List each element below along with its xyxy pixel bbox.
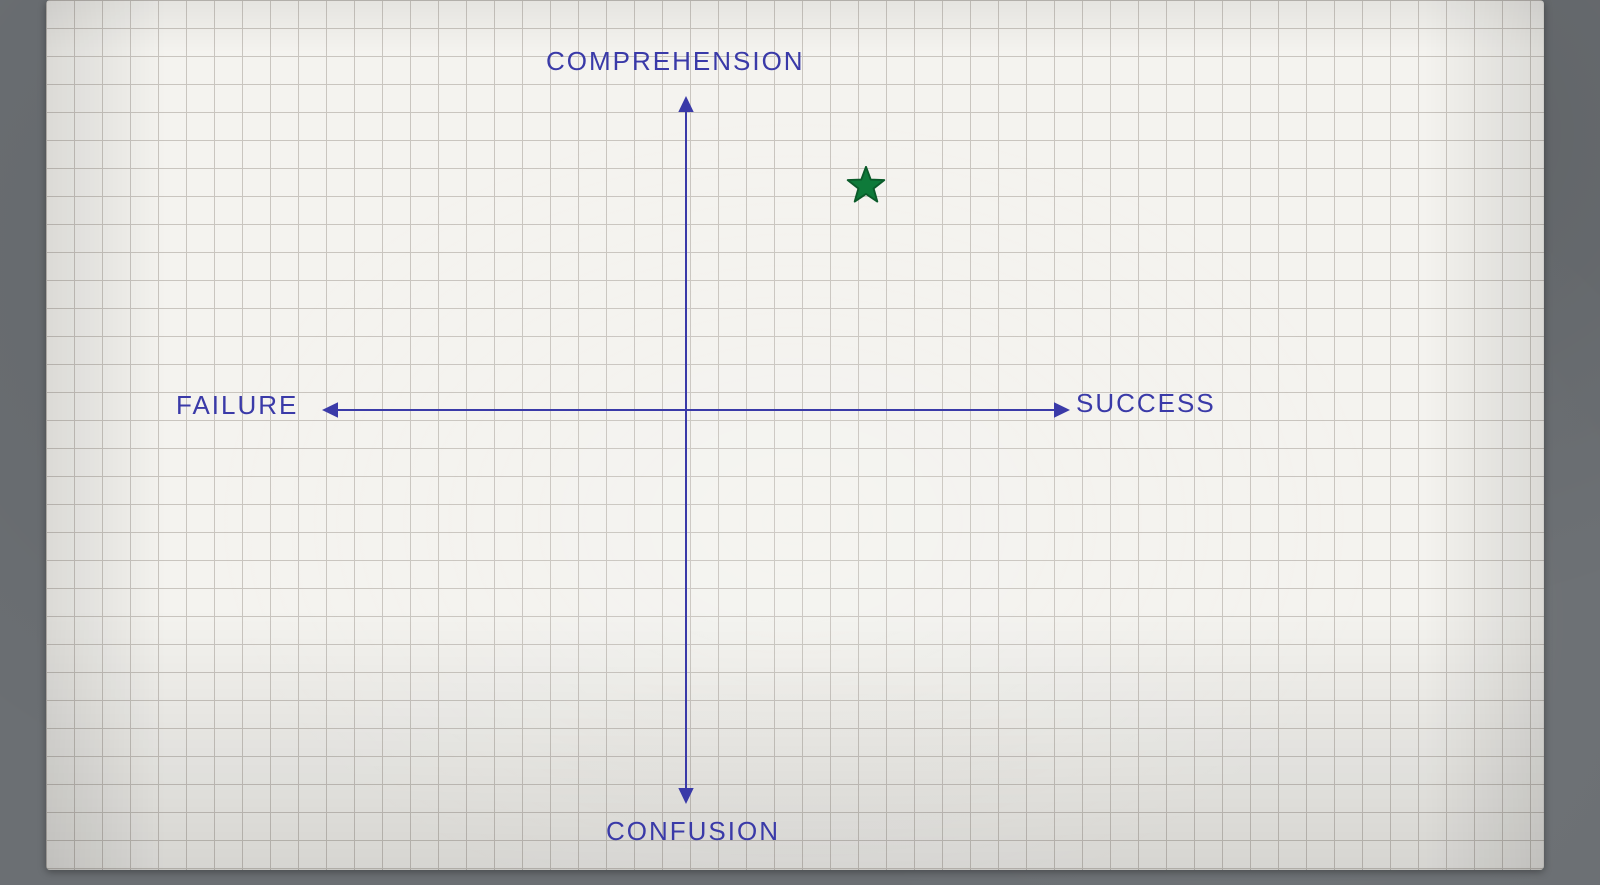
graph-paper: COMPREHENSION CONFUSION FAILURE SUCCESS [46,0,1544,870]
quadrant-axes [46,0,1544,870]
star-marker [846,166,886,206]
axis-label-top: COMPREHENSION [546,46,805,77]
axis-label-right: SUCCESS [1076,388,1216,419]
axis-label-left: FAILURE [176,390,298,421]
scene: COMPREHENSION CONFUSION FAILURE SUCCESS [0,0,1600,885]
axis-label-bottom: CONFUSION [606,816,780,847]
